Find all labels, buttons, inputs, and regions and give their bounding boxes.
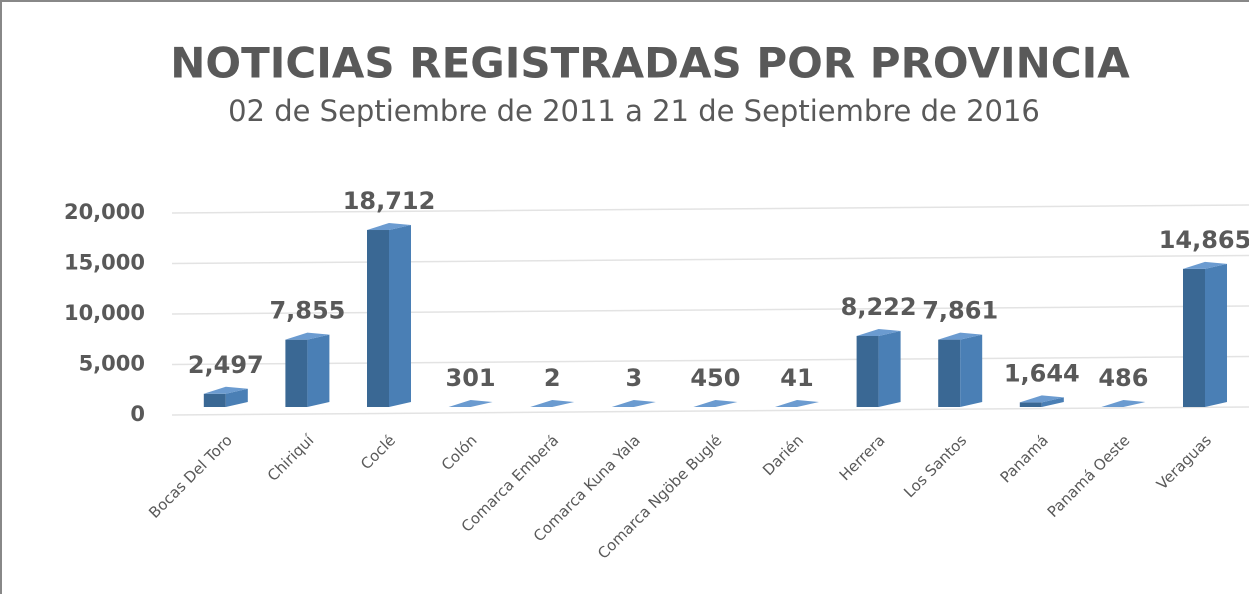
x-tick-label: Coclé bbox=[357, 431, 399, 473]
bar-top bbox=[775, 400, 819, 407]
bar-top bbox=[1019, 395, 1064, 403]
bar-top bbox=[203, 386, 248, 394]
value-label: 7,855 bbox=[269, 297, 345, 325]
grid-line bbox=[171, 254, 1249, 265]
bar-top bbox=[856, 328, 901, 336]
x-tick-label: Colón bbox=[438, 431, 481, 474]
bar-front bbox=[938, 339, 961, 407]
chart-title: NOTICIAS REGISTRADAS POR PROVINCIA bbox=[170, 39, 1130, 88]
bar-top bbox=[611, 400, 656, 407]
grid-line bbox=[171, 355, 1249, 366]
x-tick-label: Panamá bbox=[997, 431, 1052, 486]
bar-top bbox=[285, 332, 330, 340]
value-label: 301 bbox=[446, 364, 496, 392]
x-tick-label: Chiriquí bbox=[264, 431, 318, 485]
x-tick-label: Bocas Del Toro bbox=[145, 431, 236, 522]
bar-top bbox=[1101, 400, 1146, 407]
value-label: 3 bbox=[625, 364, 642, 392]
y-tick-label: 10,000 bbox=[64, 301, 145, 325]
x-tick-label: Herrera bbox=[836, 431, 889, 484]
y-tick-label: 15,000 bbox=[64, 251, 145, 275]
bar-side bbox=[878, 330, 901, 407]
value-label: 8,222 bbox=[841, 293, 917, 321]
bar-top bbox=[448, 400, 493, 407]
value-label: 450 bbox=[690, 364, 740, 392]
bar-front bbox=[1183, 268, 1205, 407]
grid-line bbox=[171, 406, 1249, 416]
bar-top bbox=[530, 400, 575, 407]
value-label: 7,861 bbox=[922, 297, 998, 325]
value-label: 41 bbox=[780, 364, 813, 392]
bar-side bbox=[307, 334, 330, 407]
x-tick-label: Darién bbox=[759, 431, 807, 479]
value-label: 2,497 bbox=[188, 351, 264, 379]
bar-front bbox=[285, 339, 308, 407]
value-label: 486 bbox=[1098, 364, 1148, 392]
value-label: 14,865 bbox=[1159, 226, 1249, 254]
bar-front bbox=[856, 335, 879, 407]
value-label: 1,644 bbox=[1004, 359, 1080, 387]
bar-side bbox=[1205, 263, 1227, 407]
x-tick-label: Los Santos bbox=[900, 431, 970, 501]
y-tick-label: 20,000 bbox=[64, 200, 145, 224]
bar-top bbox=[1183, 261, 1227, 269]
grid-line bbox=[171, 305, 1249, 315]
bar-side bbox=[225, 388, 248, 407]
bar-side bbox=[389, 225, 411, 407]
x-tick-label: Panamá Oeste bbox=[1044, 431, 1134, 521]
bar-top bbox=[693, 400, 738, 407]
value-label: 2 bbox=[544, 364, 561, 392]
bar-top bbox=[367, 223, 411, 231]
bar-front bbox=[203, 393, 226, 407]
x-tick-label: Veraguas bbox=[1153, 431, 1215, 493]
y-tick-label: 5,000 bbox=[79, 352, 145, 376]
bar-front bbox=[1019, 402, 1042, 407]
bar-side bbox=[960, 334, 983, 407]
bar-side bbox=[1041, 397, 1064, 407]
grid-line bbox=[171, 204, 1249, 214]
value-label: 18,712 bbox=[343, 187, 436, 215]
bar-top bbox=[938, 332, 983, 340]
y-tick-label: 0 bbox=[130, 402, 145, 426]
bar-front bbox=[367, 230, 389, 407]
chart-subtitle: 02 de Septiembre de 2011 a 21 de Septiem… bbox=[228, 94, 1040, 128]
